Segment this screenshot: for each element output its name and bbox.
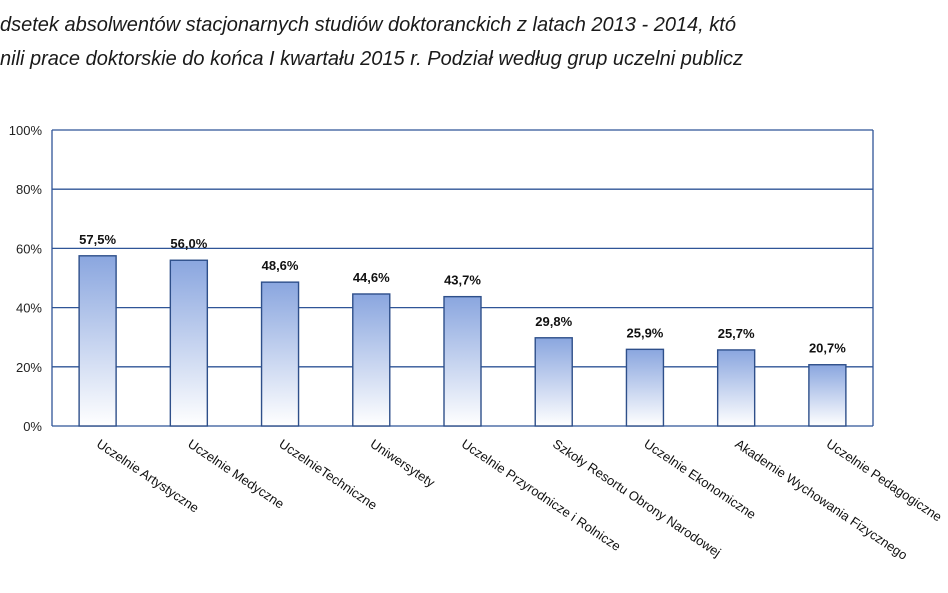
category-label: Uczelnie Przyrodnicze i Rolnicze bbox=[459, 436, 624, 554]
data-label: 20,7% bbox=[809, 341, 846, 356]
category-label: Akademie Wychowania Fizycznego bbox=[732, 436, 910, 563]
category-label: Uczelnie Medyczne bbox=[185, 436, 287, 511]
bar bbox=[352, 293, 391, 427]
category-label: Szkoły Resortu Obrony Narodowej bbox=[550, 436, 724, 560]
bar bbox=[808, 364, 847, 427]
bars bbox=[78, 255, 847, 427]
data-label: 25,7% bbox=[718, 326, 755, 341]
data-labels: 57,5% 56,0% 48,6% 44,6% 43,7% 29,8% 25,9% 25,7%… bbox=[79, 232, 846, 356]
bar bbox=[716, 349, 756, 427]
bar bbox=[260, 281, 300, 427]
chart-title-line-1: dsetek absolwentów stacjonarnych studiów… bbox=[0, 14, 736, 36]
category-label: Uniwersytety bbox=[368, 436, 438, 490]
y-tick-label: 60% bbox=[16, 241, 42, 256]
y-tick-label: 80% bbox=[16, 182, 42, 197]
data-label: 44,6% bbox=[353, 270, 390, 285]
data-label: 48,6% bbox=[262, 258, 299, 273]
bar bbox=[625, 348, 665, 427]
data-label: 29,8% bbox=[535, 314, 572, 329]
data-label: 43,7% bbox=[444, 273, 481, 288]
y-axis-ticks: 0% 20% 40% 60% 80% 100% bbox=[9, 123, 43, 434]
data-label: 25,9% bbox=[627, 325, 664, 340]
bar bbox=[78, 255, 117, 427]
y-tick-label: 40% bbox=[16, 301, 42, 316]
y-tick-label: 100% bbox=[9, 123, 43, 138]
category-label: UczelnieTechniczne bbox=[276, 436, 380, 513]
y-tick-label: 0% bbox=[23, 419, 42, 434]
bar bbox=[169, 259, 209, 427]
bar bbox=[534, 337, 573, 427]
chart-title-line-2: nili prace doktorskie do końca I kwartał… bbox=[0, 48, 743, 70]
bar bbox=[443, 295, 482, 427]
data-label: 57,5% bbox=[79, 232, 116, 247]
y-tick-label: 20% bbox=[16, 360, 42, 375]
data-label: 56,0% bbox=[170, 236, 207, 251]
